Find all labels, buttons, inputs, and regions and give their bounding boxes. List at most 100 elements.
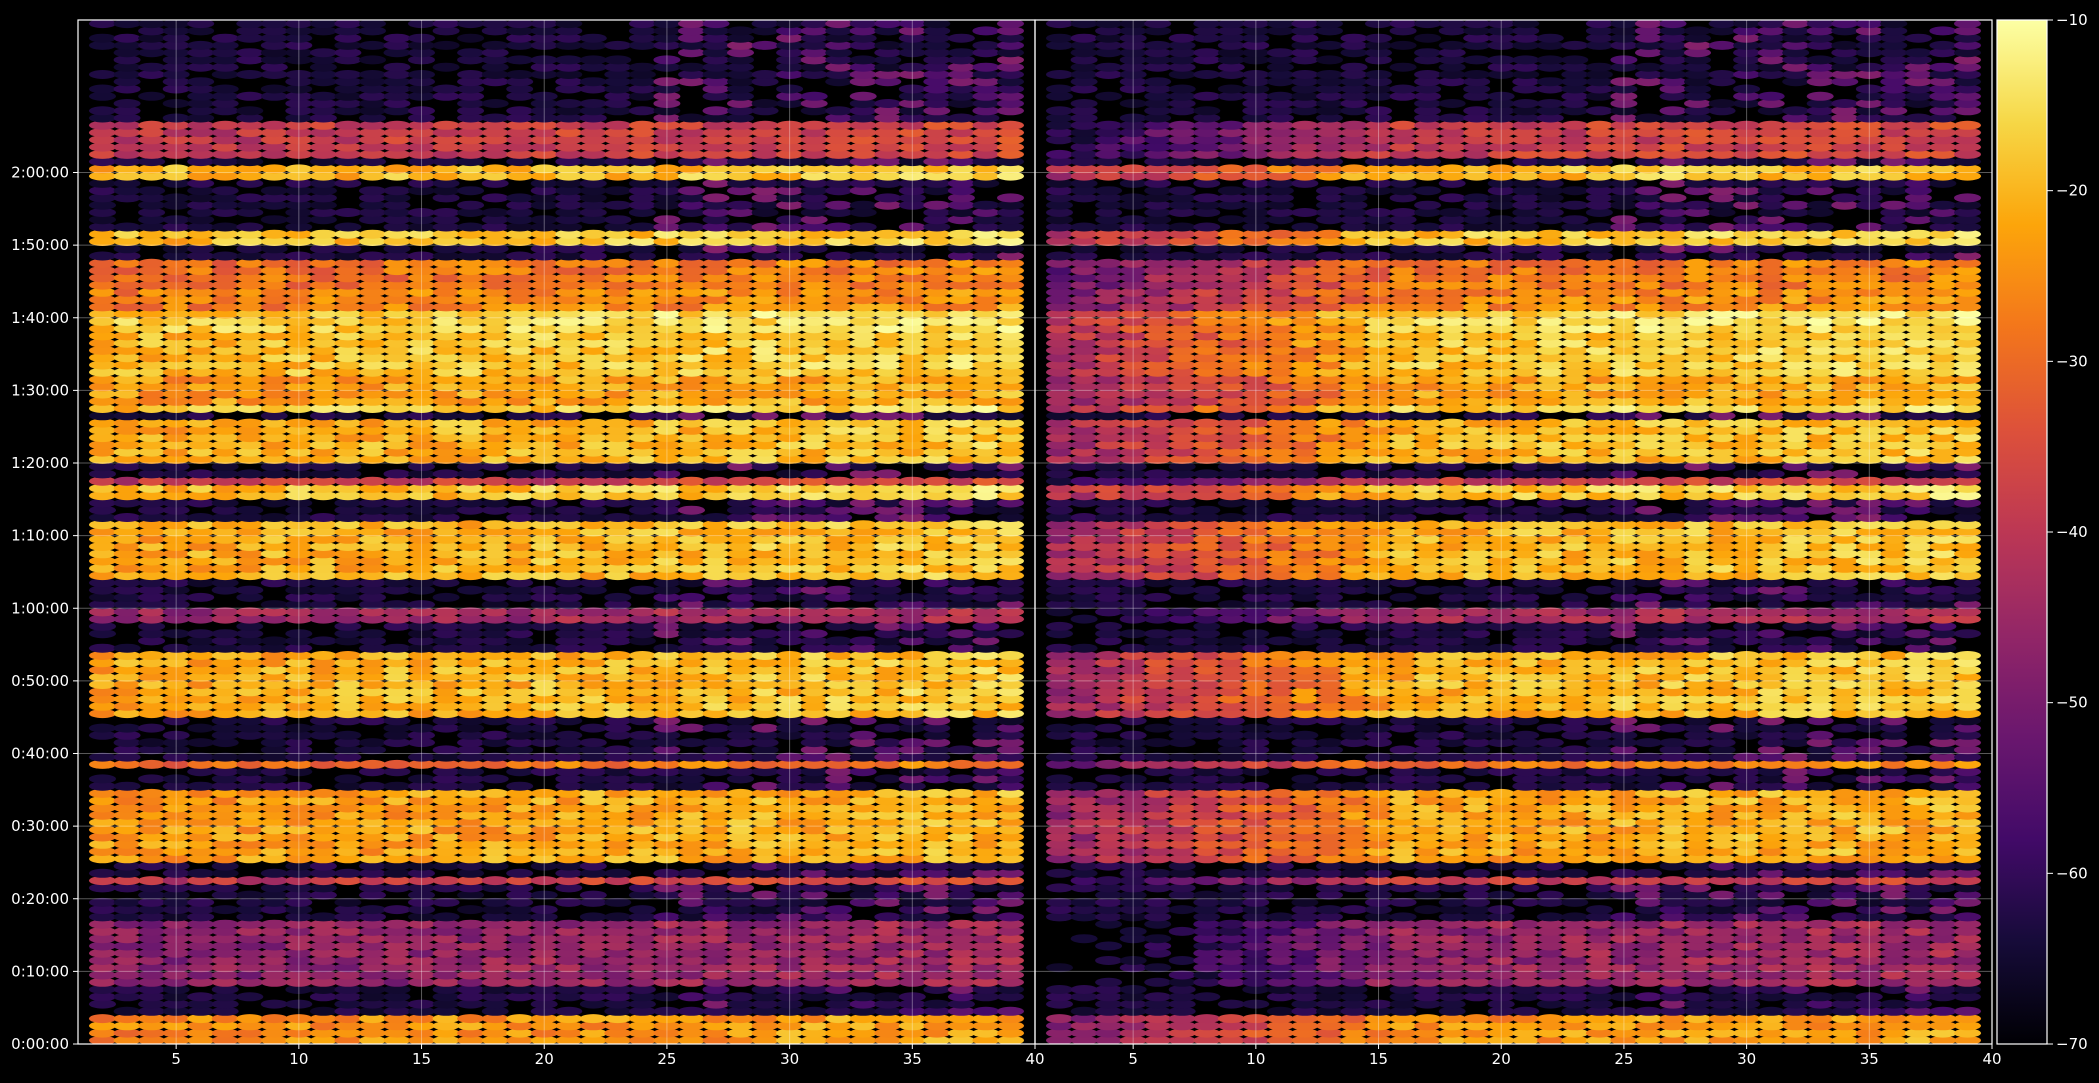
spectrogram-cell xyxy=(285,629,313,639)
spectrogram-cell xyxy=(432,861,460,871)
spectrogram-cell xyxy=(138,527,166,537)
spectrogram-cell xyxy=(260,948,288,958)
spectrogram-cell xyxy=(383,476,411,486)
spectrogram-cell xyxy=(359,135,386,145)
spectrogram-cell xyxy=(309,701,337,711)
spectrogram-cell xyxy=(432,963,460,973)
spectrogram-cell xyxy=(236,905,264,915)
spectrogram-cell xyxy=(359,491,386,501)
spectrogram-cell xyxy=(432,876,460,886)
spectrogram-cell xyxy=(309,934,337,944)
spectrogram-cell xyxy=(260,774,288,784)
spectrogram-cell xyxy=(359,447,386,457)
spectrogram-cell xyxy=(113,295,141,305)
spectrogram-cell xyxy=(432,1021,460,1031)
spectrogram-cell xyxy=(187,280,215,290)
spectrogram-cell xyxy=(408,912,435,922)
spectrogram-cell xyxy=(211,956,239,965)
spectrogram-cell xyxy=(506,208,534,217)
spectrogram-cell xyxy=(334,316,362,326)
spectrogram-cell xyxy=(727,258,754,268)
spectrogram-cell xyxy=(89,1021,116,1031)
spectrogram-cell xyxy=(628,730,656,740)
spectrogram-cell xyxy=(383,905,411,915)
spectrogram-cell xyxy=(89,825,116,835)
spectrogram-cell xyxy=(285,70,313,79)
spectrogram-cell xyxy=(408,229,435,239)
spectrogram-cell xyxy=(1046,1014,1073,1024)
spectrogram-cell xyxy=(432,251,460,261)
spectrogram-cell xyxy=(309,491,337,501)
spectrogram-cell xyxy=(432,774,460,784)
spectrogram-cell xyxy=(383,585,411,595)
spectrogram-cell xyxy=(481,571,509,581)
spectrogram-cell xyxy=(309,614,337,624)
spectrogram-cell xyxy=(260,433,288,443)
spectrogram-cell xyxy=(260,614,288,624)
spectrogram-cell xyxy=(604,912,632,922)
spectrogram-cell xyxy=(309,687,337,697)
spectrogram-cell xyxy=(457,629,485,639)
spectrogram-cell xyxy=(457,542,485,551)
spectrogram-cell xyxy=(432,767,460,777)
spectrogram-cell xyxy=(113,694,141,704)
spectrogram-cell xyxy=(359,324,386,334)
spectrogram-cell xyxy=(285,571,313,581)
spectrogram-cell xyxy=(309,476,337,486)
spectrogram-cell xyxy=(408,208,435,217)
spectrogram-cell xyxy=(285,919,313,929)
spectrogram-cell xyxy=(334,26,362,36)
spectrogram-cell xyxy=(211,556,239,566)
spectrogram-cell xyxy=(506,970,534,980)
spectrogram-cell xyxy=(260,483,288,493)
spectrogram-cell xyxy=(555,818,583,827)
spectrogram-cell xyxy=(113,956,141,965)
spectrogram-cell xyxy=(825,636,853,646)
spectrogram-cell xyxy=(138,193,166,203)
spectrogram-cell xyxy=(408,425,435,435)
spectrogram-cell xyxy=(285,469,313,479)
spectrogram-cell xyxy=(113,149,141,159)
spectrogram-cell xyxy=(530,1006,558,1016)
spectrogram-cell xyxy=(481,680,509,689)
spectrogram-cell xyxy=(309,752,337,762)
spectrogram-cell xyxy=(138,164,166,174)
spectrogram-cell xyxy=(211,266,239,276)
spectrogram-cell xyxy=(89,694,116,704)
spectrogram-cell xyxy=(211,389,239,399)
spectrogram-cell xyxy=(260,781,288,791)
spectrogram-cell xyxy=(481,113,509,123)
spectrogram-cell xyxy=(162,781,190,791)
spectrogram-cell xyxy=(285,200,313,210)
spectrogram-cell xyxy=(359,832,386,842)
spectrogram-cell xyxy=(89,505,116,515)
spectrogram-cell xyxy=(309,149,337,159)
spectrogram-cell xyxy=(138,796,166,806)
spectrogram-cell xyxy=(457,208,485,217)
spectrogram-cell xyxy=(359,331,386,341)
spectrogram-cell xyxy=(359,919,386,929)
spectrogram-cell xyxy=(162,592,190,602)
spectrogram-cell xyxy=(89,40,116,50)
spectrogram-cell xyxy=(702,781,730,791)
spectrogram-cell xyxy=(236,977,264,987)
spectrogram-cell xyxy=(432,389,460,399)
spectrogram-cell xyxy=(162,454,190,464)
spectrogram-cell xyxy=(727,788,754,798)
spectrogram-cell xyxy=(506,229,534,239)
spectrogram-cell xyxy=(187,106,215,116)
spectrogram-cell xyxy=(506,505,534,515)
spectrogram-cell xyxy=(432,135,460,145)
spectrogram-cell xyxy=(162,796,190,806)
spectrogram-cell xyxy=(113,389,141,399)
spectrogram-cell xyxy=(408,963,435,973)
spectrogram-cell xyxy=(211,157,239,167)
spectrogram-cell xyxy=(481,897,509,907)
spectrogram-cell xyxy=(383,404,411,413)
spectrogram-cell xyxy=(260,26,288,36)
spectrogram-cell xyxy=(162,542,190,551)
spectrogram-cell xyxy=(211,738,239,748)
spectrogram-cell xyxy=(211,55,239,65)
spectrogram-cell xyxy=(530,469,558,479)
spectrogram-cell xyxy=(260,84,288,94)
